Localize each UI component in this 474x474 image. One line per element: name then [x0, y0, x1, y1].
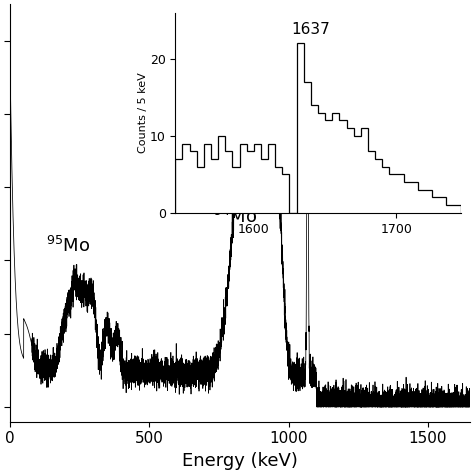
- X-axis label: Energy (keV): Energy (keV): [182, 452, 298, 470]
- Text: $^{94}$Mo: $^{94}$Mo: [213, 207, 257, 227]
- Text: $^{95}$Mo: $^{95}$Mo: [46, 236, 90, 256]
- Text: 1068: 1068: [304, 100, 318, 136]
